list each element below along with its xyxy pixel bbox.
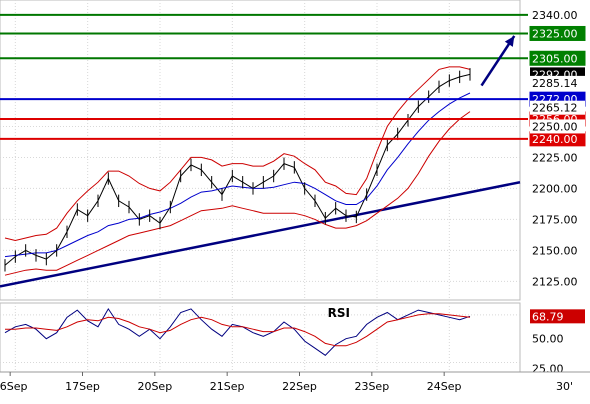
marker-label: 2250.00 [532, 120, 578, 133]
level-label-bg [529, 25, 586, 41]
rsi-panel-frame [0, 302, 521, 373]
marker-label: 2285.14 [532, 77, 578, 90]
series-lower_band [4, 111, 471, 276]
x-tick-label: 21Sep [210, 380, 245, 393]
rsi-label: RSI [328, 306, 350, 320]
marker-label-bg [530, 119, 585, 134]
forecast-arrow [480, 35, 516, 87]
level-label: 2305.00 [532, 52, 578, 65]
level-label-bg [529, 50, 586, 66]
rsi-current-bg [530, 309, 585, 324]
x-tick-label: 23Sep [354, 380, 389, 393]
level-label: 2240.00 [532, 133, 578, 146]
series-ma [4, 92, 471, 258]
x-tick-label: 24Sep [427, 380, 462, 393]
rsi-tick-label: 50.00 [532, 333, 564, 346]
price-tick-label: 2175.00 [532, 213, 578, 226]
price-tick-label: 2125.00 [532, 275, 578, 288]
forecast-arrow-head [504, 35, 515, 47]
x-tick-label: 20Sep [137, 380, 172, 393]
price-tick-label: 2200.00 [532, 182, 578, 195]
marker-label-bg [530, 100, 585, 115]
x-tick-label: 16Sep [0, 380, 28, 393]
rsi-current-label: 68.79 [532, 310, 564, 323]
price-panel-frame [0, 0, 521, 301]
trendline [0, 181, 521, 288]
rsi-series-rsi [4, 307, 471, 356]
price-tick-label: 2225.00 [532, 151, 578, 164]
x-tick-label: 17Sep [65, 380, 100, 393]
rsi-series-rsi_ma [5, 313, 471, 347]
level-label: 2340.00 [532, 9, 578, 22]
x-tick-label: 22Sep [282, 380, 317, 393]
price-tick-label: 2150.00 [532, 244, 578, 257]
level-label-bg [529, 7, 586, 23]
rsi-tick-label: 25.00 [532, 362, 564, 375]
level-label: 2325.00 [532, 27, 578, 40]
marker-label-bg [530, 75, 585, 90]
timeframe-label: 30' [556, 380, 573, 393]
marker-label: 2265.12 [532, 102, 578, 115]
